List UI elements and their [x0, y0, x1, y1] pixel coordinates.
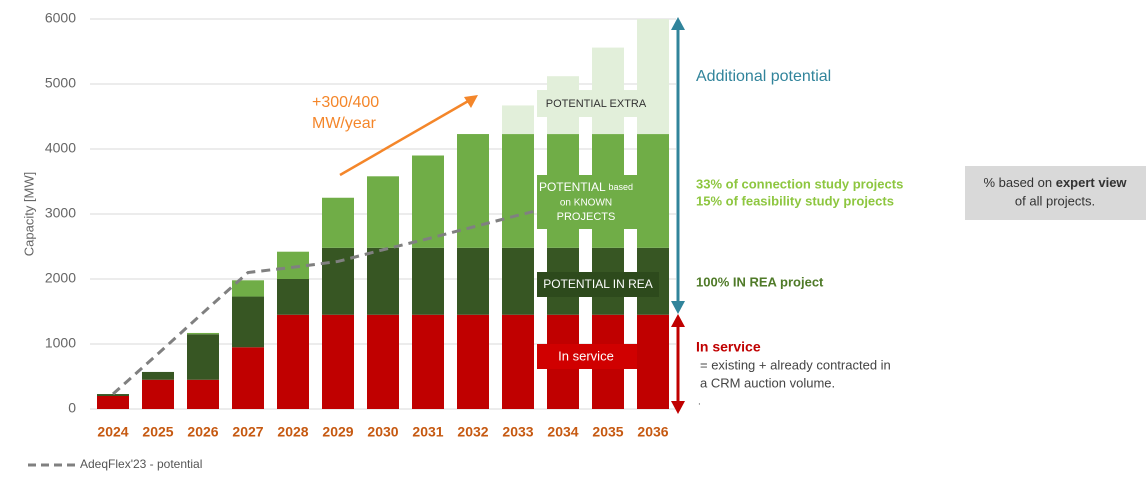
bar-segment — [97, 394, 129, 396]
bar-segment — [142, 371, 174, 380]
annotation: 100% IN REA project — [696, 274, 824, 289]
annotation: POTENTIAL EXTRA — [546, 98, 647, 110]
annotation: In service — [558, 348, 614, 363]
annotation: MW/year — [312, 115, 377, 132]
bar-segment — [187, 334, 219, 380]
grid: 0 1000 2000 3000 4000 5000 6000 — [45, 10, 676, 416]
annotation: on KNOWN — [560, 198, 612, 209]
annotation: POTENTIAL — [539, 180, 606, 194]
bar-segment — [232, 347, 264, 409]
bar-segment — [277, 279, 309, 315]
annotation: = existing + already contracted in — [700, 357, 891, 372]
bar-segment — [412, 247, 444, 315]
bar-segment — [322, 197, 354, 248]
bar-segment — [187, 332, 219, 335]
x-tick-label: 2025 — [142, 424, 173, 440]
annotation: POTENTIAL IN REA — [543, 277, 653, 291]
annotation: based — [609, 182, 634, 192]
y-tick-label: 3000 — [45, 205, 76, 221]
annotation: PROJECTS — [557, 211, 616, 223]
bar-segment — [97, 396, 129, 409]
y-axis-label: Capacity [MW] — [21, 172, 36, 257]
note: % based on expert view — [983, 175, 1127, 190]
bar-segment — [232, 280, 264, 297]
bar-segment — [637, 134, 669, 248]
bars: 2024 2025 2026 2027 2028 2029 2030 2031 2032 2033… — [97, 19, 669, 440]
arrow-head — [671, 401, 685, 414]
bar-segment — [502, 247, 534, 315]
bar-segment — [502, 314, 534, 409]
bar-segment — [412, 314, 444, 409]
x-tick-label: 2028 — [277, 424, 308, 440]
bar-segment — [187, 379, 219, 409]
bar-segment — [322, 247, 354, 315]
x-tick-label: 2031 — [412, 424, 443, 440]
y-tick-label: 4000 — [45, 140, 76, 156]
label-box — [537, 175, 637, 229]
x-tick-label: 2035 — [592, 424, 623, 440]
arrow-head — [464, 95, 478, 108]
note: expert view — [1056, 175, 1128, 190]
note: of all projects. — [1015, 193, 1095, 208]
bar-segment — [277, 314, 309, 409]
bar-segment — [457, 247, 489, 315]
bar-segment — [367, 247, 399, 315]
bar-segment — [322, 314, 354, 409]
annotation: 15% of feasibility study projects — [696, 193, 894, 208]
annotation: a CRM auction volume. — [700, 375, 835, 390]
x-tick-label: 2024 — [97, 424, 128, 440]
annotation: +300/400 — [312, 94, 379, 111]
label-box — [537, 90, 655, 117]
bar-segment — [502, 105, 534, 135]
y-tick-label: 6000 — [45, 10, 76, 26]
x-tick-label: 2030 — [367, 424, 398, 440]
y-tick-label: 5000 — [45, 75, 76, 91]
note: % based on — [983, 175, 1055, 190]
bar-segment — [457, 134, 489, 248]
annotation: In service — [696, 339, 761, 355]
lines — [111, 202, 564, 396]
trend-arrow — [339, 98, 471, 177]
bar-segment — [277, 251, 309, 279]
annotation: POTENTIAL based — [539, 180, 633, 194]
bar-segment — [457, 314, 489, 409]
arrow-head — [671, 17, 685, 30]
bar-segment — [142, 379, 174, 409]
x-tick-label: 2033 — [502, 424, 533, 440]
y-tick-label: 0 — [68, 400, 76, 416]
bar-segment — [367, 314, 399, 409]
line-series — [111, 202, 564, 396]
bar-segment — [502, 134, 534, 248]
y-tick-label: 1000 — [45, 335, 76, 351]
x-tick-label: 2032 — [457, 424, 488, 440]
y-tick-label: 2000 — [45, 270, 76, 286]
x-tick-label: 2034 — [547, 424, 578, 440]
label-box — [537, 344, 637, 369]
x-tick-label: 2026 — [187, 424, 218, 440]
annotation: 33% of connection study projects — [696, 176, 903, 191]
label-box — [537, 272, 659, 297]
annotation: . — [698, 397, 701, 408]
x-tick-label: 2029 — [322, 424, 353, 440]
x-tick-label: 2036 — [637, 424, 668, 440]
annotation: Additional potential — [696, 68, 831, 85]
note-box — [965, 166, 1146, 220]
bar-segment — [232, 296, 264, 348]
x-tick-label: 2027 — [232, 424, 263, 440]
bar-segment — [637, 314, 669, 409]
arrow-head — [671, 301, 685, 314]
arrow-head — [671, 314, 685, 327]
bar-segment — [412, 155, 444, 248]
bar-segment — [367, 176, 399, 248]
legend-label: AdeqFlex'23 - potential — [80, 457, 202, 471]
